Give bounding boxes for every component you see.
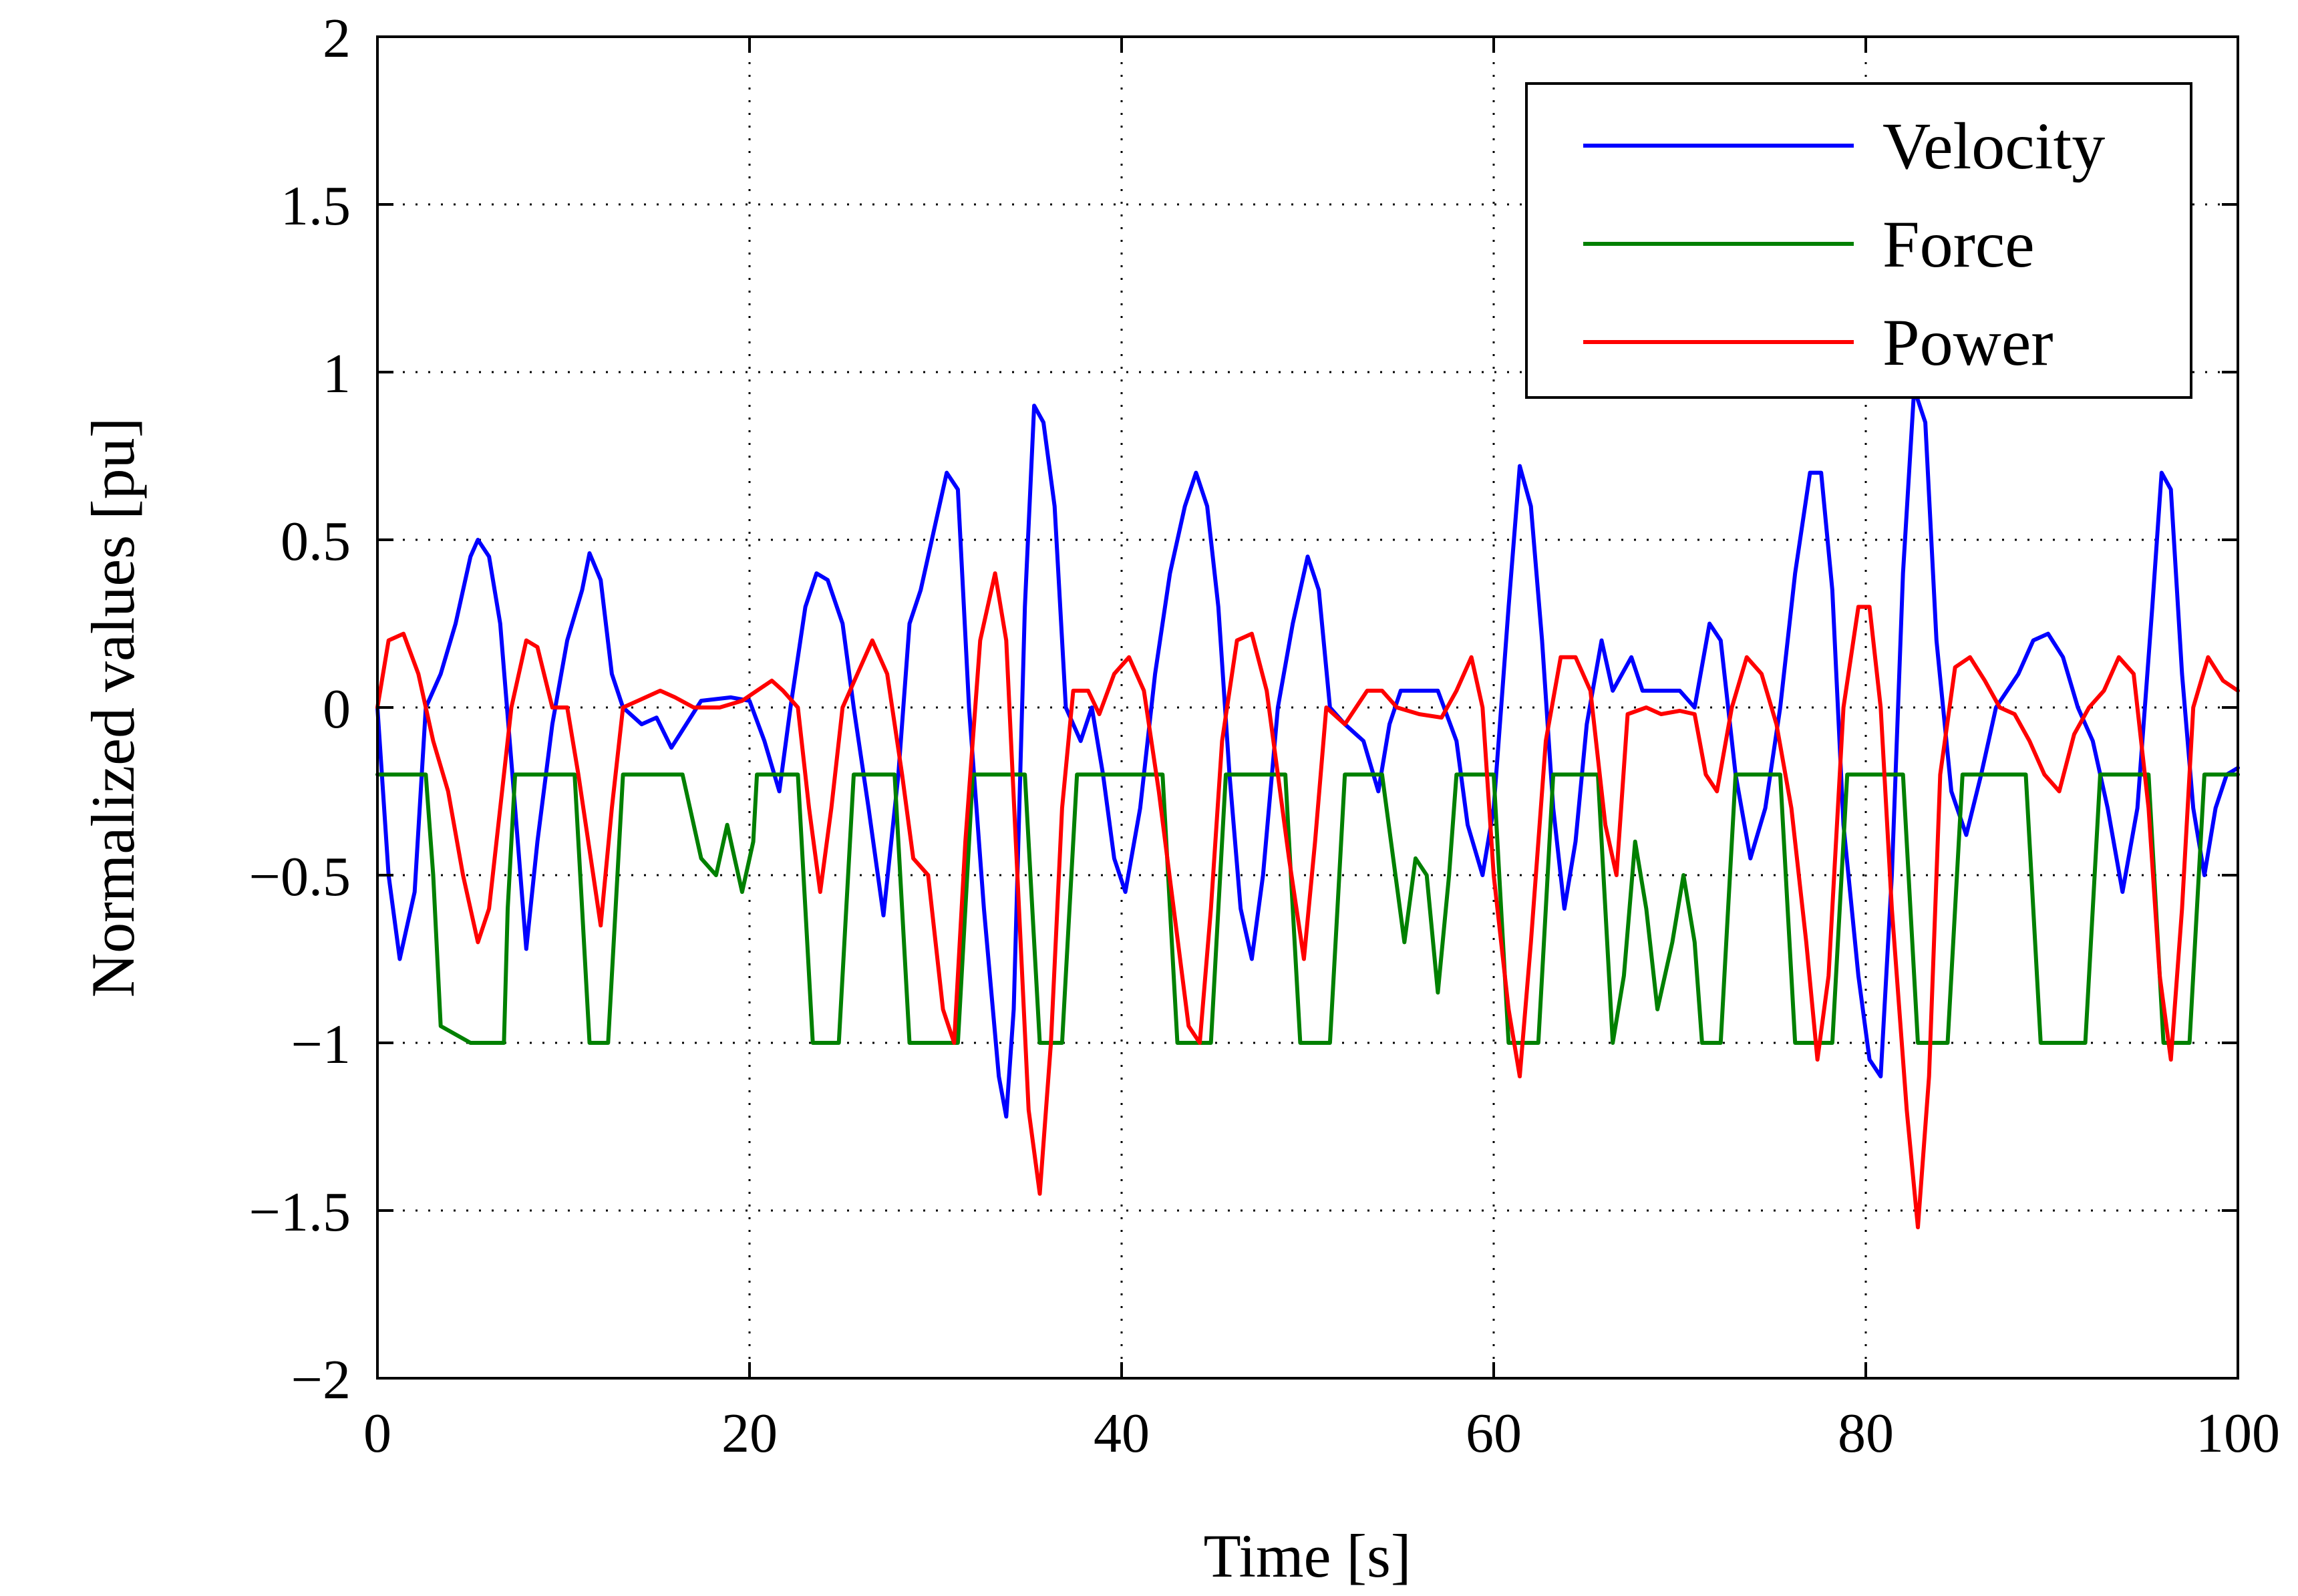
y-tick-label: −2: [291, 1349, 351, 1411]
x-tick-label: 40: [1094, 1402, 1150, 1464]
x-tick-label: 0: [363, 1402, 391, 1464]
y-tick-label: 1.5: [281, 175, 351, 237]
x-tick-label: 20: [721, 1402, 778, 1464]
y-tick-label: 1: [323, 343, 351, 405]
y-tick-labels: 2 1.5 1 0.5 0 −0.5 −1 −1.5 −2: [249, 7, 351, 1411]
y-tick-label: −1: [291, 1013, 351, 1076]
legend-label-power: Power: [1882, 305, 2054, 379]
y-tick-label: 0: [323, 678, 351, 740]
series-line-power: [375, 571, 2240, 1230]
series-lines: [375, 387, 2240, 1230]
series-line-force: [375, 772, 2240, 1045]
legend-label-velocity: Velocity: [1882, 109, 2105, 183]
legend: Velocity Force Power: [1525, 82, 2192, 399]
y-tick-label: −0.5: [249, 846, 351, 908]
x-tick-label: 60: [1466, 1402, 1522, 1464]
x-tick-label: 80: [1838, 1402, 1894, 1464]
y-axis-label: Normalized values [pu]: [79, 418, 147, 998]
x-tick-labels: 0 20 40 60 80 100: [363, 1402, 2280, 1464]
y-tick-label: 2: [323, 7, 351, 69]
y-tick-label: −1.5: [249, 1181, 351, 1243]
x-axis-label: Time [s]: [1204, 1522, 1412, 1590]
axis-ticks: [376, 35, 2239, 1380]
legend-label-force: Force: [1882, 207, 2035, 281]
x-tick-label: 100: [2196, 1402, 2280, 1464]
legend-box: [1525, 82, 2192, 399]
series-line-velocity: [375, 387, 2240, 1119]
y-tick-label: 0.5: [281, 510, 351, 573]
